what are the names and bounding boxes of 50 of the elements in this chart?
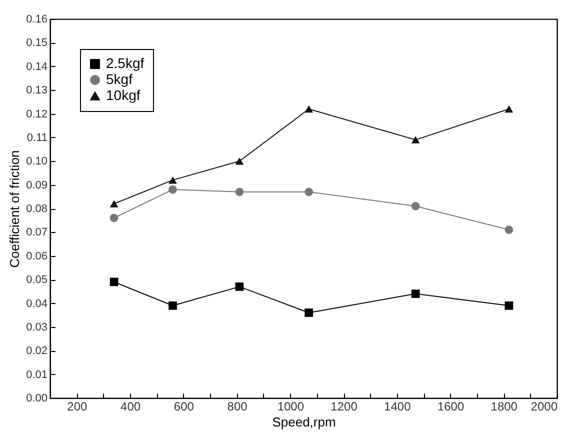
x-axis-title: Speed,rpm [272,414,336,430]
y-tick-label: 0.08 [26,203,48,215]
y-tick-label: 0.10 [26,156,48,168]
x-tick-label: 400 [120,400,141,414]
y-tick-label: 0.01 [26,368,48,381]
point [235,188,244,196]
y-tick-label: 0.04 [26,298,48,310]
y-tick-label: 0.11 [26,132,48,144]
y-tick-label: 0.03 [26,321,48,334]
legend-label: 5kgf [106,71,133,87]
y-tick-label: 0.12 [26,108,48,120]
x-tick-label: 800 [227,400,248,414]
y-tick-label: 0.02 [26,345,48,358]
x-tick-label: 2000 [530,400,558,414]
point [304,308,314,317]
y-tick-label: 0.05 [26,274,48,286]
y-tick-label: 0.09 [26,179,48,192]
x-tick-label: 1600 [437,400,464,414]
y-tick-label: 0.13 [26,84,48,97]
point [235,158,244,165]
legend-label: 10kgf [106,87,140,103]
y-axis-title: Coefficient of friction [7,150,22,268]
y-tick-label: 0.16 [26,14,48,26]
point [110,278,118,286]
point [168,176,177,184]
legend-label: 2.5kgf [106,55,144,71]
x-tick-label: 1000 [277,400,304,414]
x-tick-label: 1200 [330,400,358,414]
point [168,301,177,310]
y-tick-label: 0.00 [26,392,48,404]
point [110,214,118,222]
x-tick-label: 1800 [490,400,518,414]
point [411,136,420,144]
x-tick-label: 1400 [384,400,412,414]
point [504,226,514,234]
point [168,185,177,194]
point [504,105,514,113]
y-tick-label: 0.06 [26,250,48,262]
x-tick-label: 200 [67,400,88,414]
y-tick-label: 0.07 [26,226,48,239]
point [504,301,514,310]
point [235,282,244,291]
point [304,105,314,113]
y-tick-label: 0.15 [26,37,48,50]
point [411,202,420,210]
y-tick-label: 0.14 [26,60,48,73]
x-tick-label: 600 [174,400,194,414]
point [304,188,314,196]
point [110,200,118,208]
point [411,290,420,298]
